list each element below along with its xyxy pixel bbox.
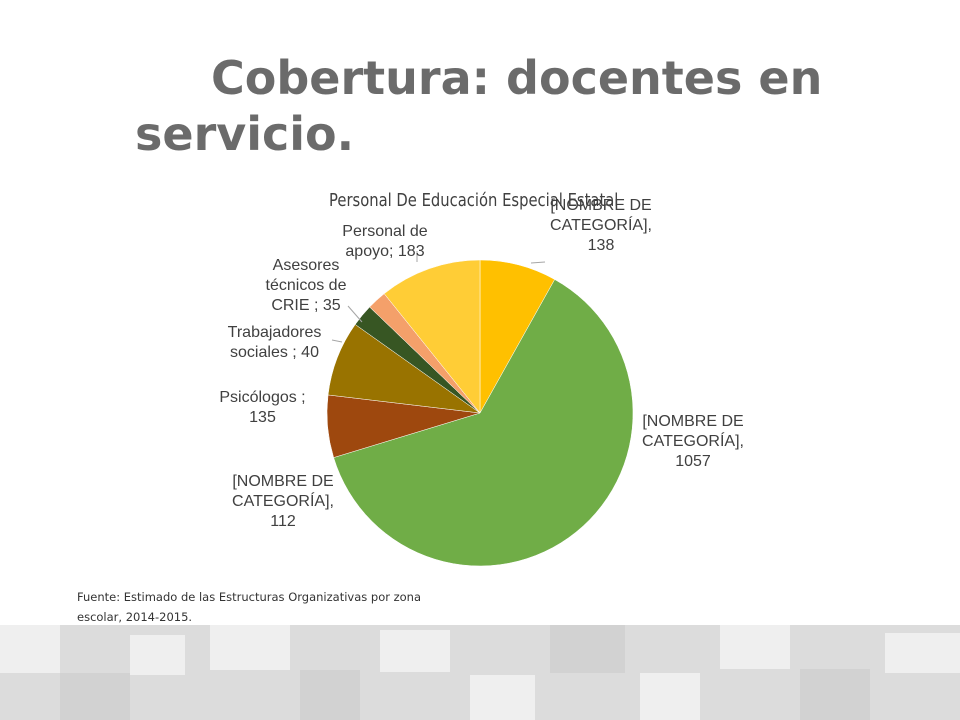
source-note: Fuente: Estimado de las Estructuras Orga…: [77, 590, 422, 624]
slice-label-personal-apoyo: Personal de apoyo; 183: [342, 223, 428, 260]
leader-line: [530, 261, 546, 264]
leader-line: [331, 339, 343, 343]
slide-title: Cobertura: docentes en servicio.: [135, 51, 823, 161]
slice-label-cat-112: [NOMBRE DE CATEGORÍA], 112: [232, 473, 334, 530]
slice-label-cat-138: [NOMBRE DE CATEGORÍA], 138: [550, 197, 652, 254]
chart-title: Personal De Educación Especial Estatal: [329, 190, 619, 211]
leader-line: [347, 305, 363, 323]
slice-label-asesores-crie: Asesores técnicos de CRIE ; 35: [265, 257, 347, 314]
slice-label-psicologos: Psicólogos ; 135: [219, 389, 306, 426]
pie-slice-personal-apoyo: [383, 259, 481, 414]
slice-label-trabajadores-sociales: Trabajadores sociales ; 40: [227, 324, 322, 361]
footer-decoration: [0, 625, 960, 720]
slice-label-cat-1057: [NOMBRE DE CATEGORÍA], 1057: [642, 413, 744, 470]
pie-slice-cat-1057: [333, 279, 634, 567]
